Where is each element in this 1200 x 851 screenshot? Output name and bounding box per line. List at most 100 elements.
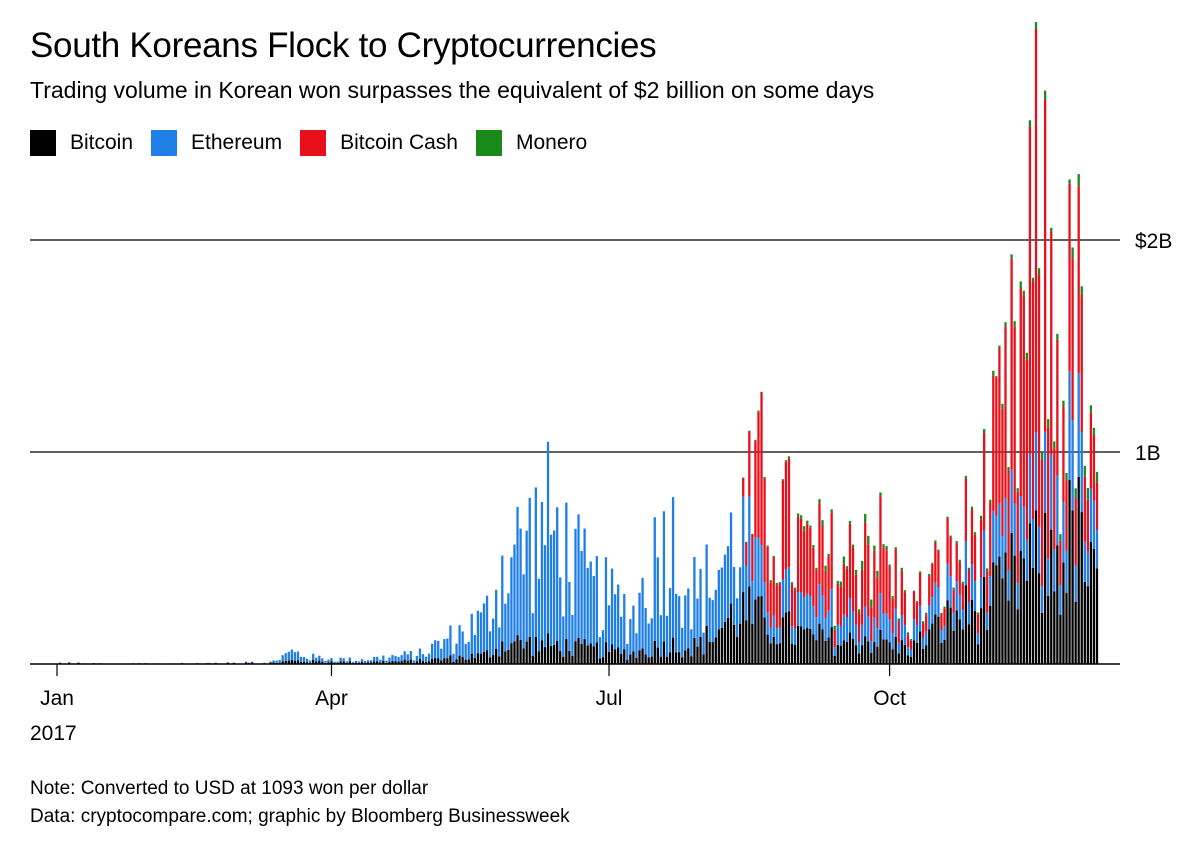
bar-bitcoin xyxy=(397,661,400,664)
bar-bitcoin xyxy=(745,620,748,664)
bar-monero xyxy=(796,513,800,517)
bar-ethereum xyxy=(1016,583,1019,610)
bar-bitcoin xyxy=(540,640,544,664)
bar-monero xyxy=(998,345,1001,348)
bar-ethereum xyxy=(931,597,934,624)
y-tick-label: 1B xyxy=(1135,442,1161,465)
bar-monero xyxy=(857,609,861,614)
bar-ethereum xyxy=(577,514,580,638)
bar-ethereum xyxy=(244,661,248,663)
bar-bitcoin xyxy=(882,639,885,664)
bar-bitcoin xyxy=(690,656,693,664)
bar-bitcoin xyxy=(382,660,385,664)
bar-bitcoin xyxy=(876,646,879,664)
bar-monero xyxy=(812,545,815,548)
bar-bitcoin xyxy=(568,650,571,664)
bar-ethereum xyxy=(970,564,974,600)
bar-bitcoin-cash xyxy=(861,569,864,625)
bar-ethereum xyxy=(559,577,562,652)
bar-bitcoin xyxy=(1044,513,1047,664)
bar-bitcoin xyxy=(937,616,940,664)
bar-monero xyxy=(925,612,928,615)
bar-bitcoin-cash xyxy=(809,527,812,597)
bar-bitcoin-cash xyxy=(748,431,751,497)
bar-bitcoin xyxy=(528,636,531,664)
legend-item-monero: Monero xyxy=(475,130,587,156)
bar-bitcoin xyxy=(1019,550,1022,664)
bar-bitcoin xyxy=(949,607,952,664)
bar-bitcoin xyxy=(330,661,333,664)
bar-ethereum xyxy=(632,605,635,652)
bar-ethereum xyxy=(983,530,986,577)
bar-ethereum xyxy=(360,659,364,662)
bar-ethereum xyxy=(992,510,995,563)
bar-bitcoin xyxy=(455,659,458,664)
bar-bitcoin xyxy=(534,636,537,664)
bar-ethereum xyxy=(613,594,617,650)
bar-bitcoin xyxy=(946,600,949,664)
bar-bitcoin xyxy=(302,661,306,664)
bar-bitcoin xyxy=(983,576,986,664)
bar-monero xyxy=(1004,322,1007,327)
bar-bitcoin xyxy=(379,662,382,664)
bar-bitcoin xyxy=(1040,612,1044,664)
bar-ethereum xyxy=(528,497,531,637)
bar-bitcoin-cash xyxy=(778,583,781,627)
bar-bitcoin xyxy=(391,660,394,664)
bar-bitcoin xyxy=(574,641,577,664)
bar-bitcoin-cash xyxy=(952,589,955,613)
bar-monero xyxy=(976,612,980,615)
bar-bitcoin xyxy=(613,649,617,664)
bar-monero xyxy=(748,430,751,432)
legend-label-ethereum: Ethereum xyxy=(191,131,283,154)
bar-bitcoin xyxy=(839,645,842,664)
bar-ethereum xyxy=(196,662,199,664)
bar-bitcoin xyxy=(659,656,663,664)
bar-ethereum xyxy=(604,557,608,643)
bar-bitcoin xyxy=(562,656,565,664)
bar-bitcoin xyxy=(290,660,293,664)
bar-ethereum xyxy=(1047,558,1050,596)
bar-ethereum xyxy=(745,565,748,621)
bar-ethereum xyxy=(299,656,303,662)
bar-bitcoin xyxy=(1007,600,1010,664)
bar-bitcoin xyxy=(833,655,836,664)
bar-ethereum xyxy=(485,595,489,651)
bar-ethereum xyxy=(543,545,547,648)
bar-bitcoin xyxy=(1086,586,1089,664)
bar-ethereum xyxy=(269,661,272,663)
bar-monero xyxy=(1034,22,1038,29)
bar-bitcoin xyxy=(1059,614,1062,664)
bar-bitcoin xyxy=(891,649,894,664)
bar-ethereum xyxy=(806,593,809,628)
bar-ethereum xyxy=(537,578,541,652)
bar-monero xyxy=(742,477,745,479)
bar-ethereum xyxy=(394,655,397,662)
bar-ethereum xyxy=(562,616,565,657)
bar-bitcoin-cash xyxy=(769,582,772,628)
bar-bitcoin xyxy=(821,629,824,664)
bar-ethereum xyxy=(842,614,846,641)
bar-ethereum xyxy=(909,649,913,657)
bar-bitcoin-cash xyxy=(995,377,998,516)
bar-bitcoin xyxy=(861,645,864,664)
bar-ethereum xyxy=(732,567,736,625)
bar-ethereum xyxy=(1025,539,1028,581)
bar-bitcoin xyxy=(781,617,785,664)
bar-ethereum xyxy=(867,616,870,642)
bar-bitcoin xyxy=(1089,541,1093,664)
bar-ethereum xyxy=(787,567,791,612)
bar-ethereum xyxy=(827,610,830,638)
bar-bitcoin-cash xyxy=(1034,28,1038,433)
bar-bitcoin xyxy=(684,650,687,664)
bar-bitcoin-cash xyxy=(1068,183,1071,372)
bar-monero xyxy=(879,492,882,497)
bar-bitcoin xyxy=(595,642,598,664)
bar-bitcoin xyxy=(360,661,364,664)
bar-monero xyxy=(800,515,803,519)
bar-ethereum xyxy=(476,610,480,654)
bar-bitcoin-cash xyxy=(946,518,949,564)
bar-monero xyxy=(1083,466,1086,477)
bar-bitcoin xyxy=(708,641,711,664)
bar-bitcoin-cash xyxy=(827,556,830,611)
